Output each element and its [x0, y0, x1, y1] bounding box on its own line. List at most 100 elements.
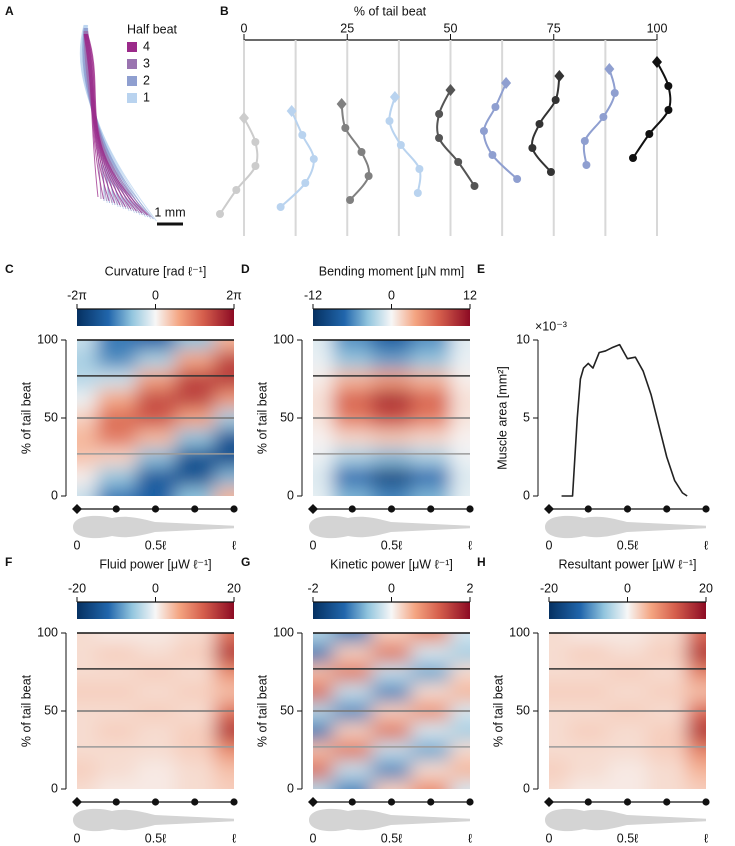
heatmap-cell — [450, 740, 470, 761]
heatmap-cell — [549, 740, 570, 761]
heatmap-cell — [332, 388, 373, 409]
heatmap-cell — [411, 662, 451, 683]
heatmap-cell — [313, 427, 334, 448]
heatmap-cell — [371, 642, 412, 663]
heatmap-cell — [135, 340, 176, 351]
body-point — [251, 138, 260, 146]
colorbar-tick-label: 2 — [467, 581, 474, 595]
x-tick-label: 0 — [74, 831, 81, 845]
colorbar — [77, 602, 234, 619]
midline — [84, 33, 110, 202]
fish-silhouette — [73, 808, 234, 832]
heatmap-cell — [686, 720, 706, 741]
body-point — [551, 96, 560, 104]
body-point — [488, 151, 497, 159]
heatmap-cell — [332, 779, 373, 789]
y-tick-label: 50 — [280, 410, 294, 424]
body-point — [629, 154, 637, 162]
heatmap-cell — [450, 340, 470, 351]
heatmap-cell — [313, 369, 334, 390]
heatmap-cell — [411, 740, 451, 761]
heatmap-cell — [96, 447, 137, 468]
heatmap-cell — [313, 759, 334, 780]
body-point — [582, 161, 591, 169]
heatmap-cell — [450, 486, 470, 496]
heatmap-cell — [549, 759, 570, 780]
heatmap-cell — [450, 759, 470, 780]
heatmap-cell — [96, 349, 137, 370]
heatmap-cell — [214, 720, 234, 741]
body-marker — [702, 505, 710, 513]
heatmap-cell — [175, 427, 215, 448]
head-marker — [239, 112, 249, 124]
x-tick-label: ℓ — [468, 831, 472, 845]
body-point — [415, 165, 424, 173]
heatmap-cell — [568, 759, 609, 780]
heatmap-cell — [96, 642, 137, 663]
y-axis-label: % of tail beat — [19, 381, 33, 454]
midline — [83, 33, 99, 198]
heatmap — [77, 340, 234, 496]
heatmap-cell — [332, 447, 373, 468]
heatmap-cell — [77, 369, 98, 390]
heatmap-cell — [96, 388, 137, 409]
body-marker — [584, 505, 592, 513]
midline-snapshot — [528, 70, 565, 176]
body-marker — [623, 798, 632, 806]
heatmap-cell — [313, 662, 334, 683]
heatmap-cell — [371, 681, 412, 702]
heatmap-cells — [77, 633, 234, 789]
legend-label: 3 — [143, 56, 150, 70]
panel-title: Resultant power [μW ℓ⁻¹] — [558, 557, 696, 571]
heatmap-cell — [568, 779, 609, 789]
axis-title: % of tail beat — [354, 4, 427, 18]
head-marker — [445, 84, 456, 96]
heatmap-cell — [411, 779, 451, 789]
legend-swatch — [127, 76, 137, 86]
panel-heatmap: D Bending moment [μN mm] -12 0 12 0 50 100 % of … — [241, 262, 477, 552]
heatmap-cell — [332, 633, 373, 644]
heatmap-cell — [135, 427, 176, 448]
heatmap-cell — [135, 759, 176, 780]
heatmap-cell — [411, 369, 451, 390]
heatmap-cell — [607, 633, 648, 644]
heatmap-cell — [135, 740, 176, 761]
heatmap-cell — [450, 388, 470, 409]
heatmap-cell — [77, 388, 98, 409]
body-point — [232, 186, 241, 194]
colorbar-tick-label: 12 — [463, 288, 477, 302]
heatmap-cell — [450, 369, 470, 390]
heatmap-cell — [450, 779, 470, 789]
body-marker — [112, 505, 120, 513]
x-tick-label: 0.5ℓ — [381, 538, 402, 552]
heatmap-cell — [332, 740, 373, 761]
heatmap-cell — [214, 427, 234, 448]
heatmap-cell — [549, 720, 570, 741]
axis-multiplier: ×10⁻³ — [535, 319, 567, 333]
heatmap-cell — [332, 466, 373, 487]
x-tick-label: ℓ — [232, 538, 236, 552]
heatmap-cell — [686, 642, 706, 663]
heatmap-cell — [175, 388, 215, 409]
body-marker — [230, 505, 238, 513]
heatmap-cell — [549, 633, 570, 644]
heatmap-cell — [135, 369, 176, 390]
heatmap-cell — [214, 740, 234, 761]
heatmap-cell — [77, 427, 98, 448]
colorbar-tick-label: 0 — [388, 288, 395, 302]
heatmap-cell — [450, 633, 470, 644]
heatmap-cell — [214, 633, 234, 644]
x-tick-label: 0 — [546, 538, 553, 552]
heatmap-cell — [77, 759, 98, 780]
body-point — [346, 196, 355, 204]
y-tick-label: 50 — [280, 703, 294, 717]
body-marker — [191, 505, 199, 513]
heatmap-cell — [214, 369, 234, 390]
heatmap-cell — [411, 466, 451, 487]
body-point — [216, 210, 224, 218]
heatmap-cell — [175, 340, 215, 351]
body-marker — [348, 505, 356, 513]
heatmap-cell — [175, 681, 215, 702]
head-marker — [308, 797, 318, 807]
heatmap-cell — [371, 633, 412, 644]
